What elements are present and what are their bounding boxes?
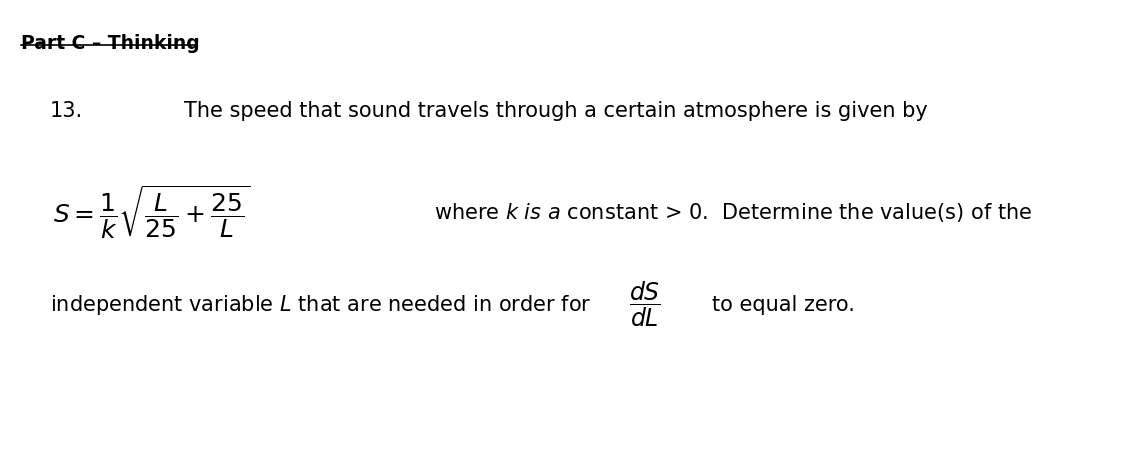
Text: Part C – Thinking: Part C – Thinking bbox=[21, 34, 200, 53]
Text: $S = \dfrac{1}{k}\sqrt{\dfrac{L}{25}+\dfrac{25}{L}}$: $S = \dfrac{1}{k}\sqrt{\dfrac{L}{25}+\df… bbox=[53, 183, 250, 240]
Text: The speed that sound travels through a certain atmosphere is given by: The speed that sound travels through a c… bbox=[184, 101, 928, 121]
Text: to equal zero.: to equal zero. bbox=[712, 294, 855, 314]
Text: independent variable $L$ that are needed in order for: independent variable $L$ that are needed… bbox=[50, 292, 591, 316]
Text: where $k$ $is$ $a$ constant > 0.  Determine the value(s) of the: where $k$ $is$ $a$ constant > 0. Determi… bbox=[434, 200, 1032, 223]
Text: $\dfrac{dS}{dL}$: $\dfrac{dS}{dL}$ bbox=[629, 279, 661, 329]
Text: 13.: 13. bbox=[50, 101, 82, 121]
